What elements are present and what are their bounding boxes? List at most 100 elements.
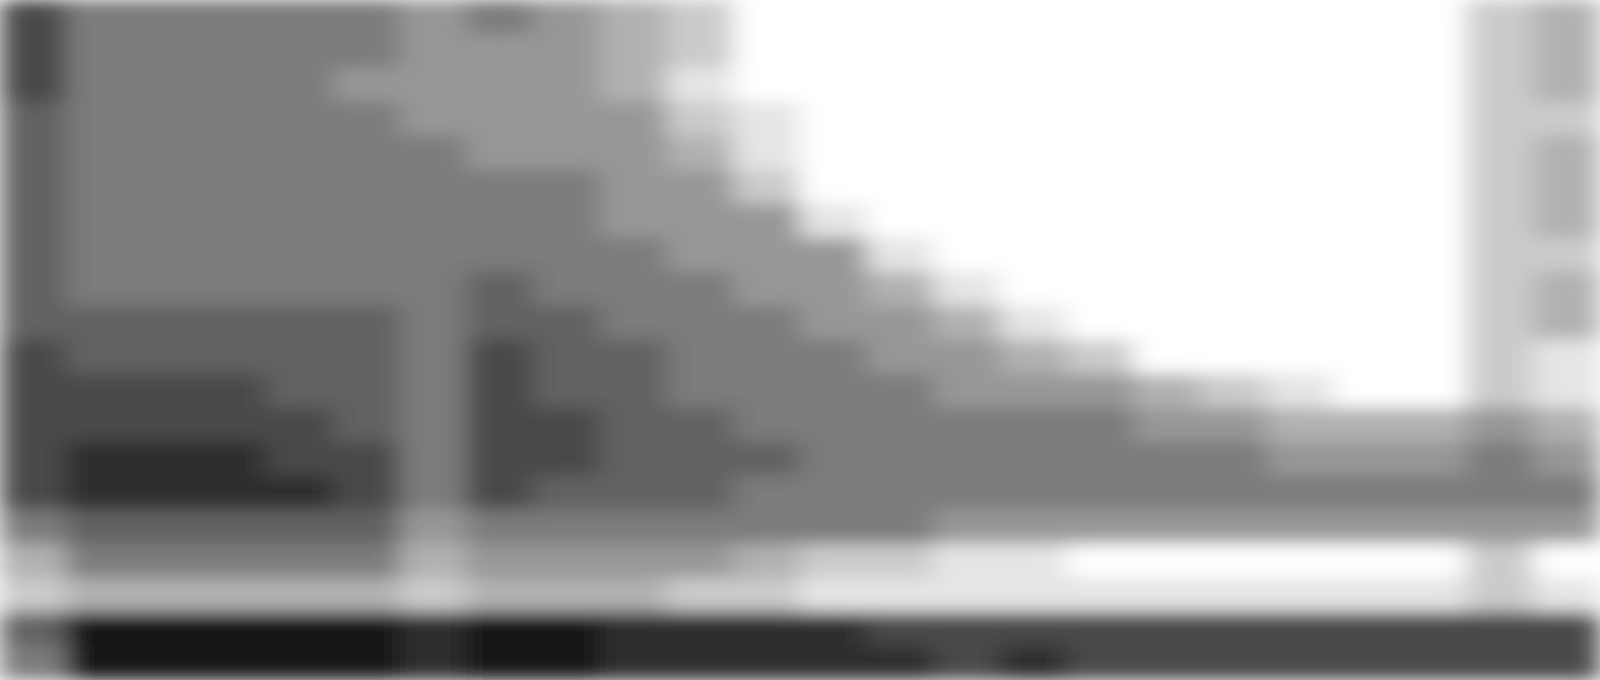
cell	[533, 509, 601, 545]
cell	[1466, 611, 1534, 647]
cell	[266, 475, 334, 511]
cell	[1133, 577, 1201, 612]
cell	[332, 441, 400, 477]
cell	[933, 33, 1001, 69]
cell	[933, 169, 1001, 205]
cell	[0, 101, 68, 137]
cell	[1199, 475, 1267, 511]
cell	[1133, 645, 1201, 680]
cell	[199, 373, 267, 409]
cell	[733, 305, 801, 341]
cell	[1532, 0, 1600, 35]
cell	[466, 271, 534, 307]
cell	[0, 135, 68, 171]
cell	[1266, 203, 1334, 239]
cell	[599, 339, 667, 375]
cell	[599, 305, 667, 341]
cell	[66, 305, 134, 341]
cell	[399, 611, 467, 647]
cell	[1333, 101, 1401, 137]
cell	[933, 67, 1001, 103]
cell	[1532, 441, 1600, 477]
cell	[1199, 0, 1267, 35]
cell	[799, 0, 867, 35]
cell	[132, 373, 200, 409]
cell	[933, 407, 1001, 443]
cell	[1399, 475, 1467, 511]
cell	[999, 339, 1067, 375]
cell	[1133, 169, 1201, 205]
cell	[866, 543, 934, 579]
cell	[332, 237, 400, 273]
cell	[1399, 237, 1467, 273]
cell	[1266, 509, 1334, 545]
cell	[132, 101, 200, 137]
cell	[999, 33, 1067, 69]
cell	[399, 543, 467, 579]
cell	[533, 0, 601, 35]
cell	[1266, 101, 1334, 137]
cell	[399, 509, 467, 545]
cell	[933, 611, 1001, 647]
cell	[0, 0, 68, 35]
cell	[332, 271, 400, 307]
cell	[1399, 101, 1467, 137]
cell	[533, 577, 601, 612]
cell	[132, 169, 200, 205]
cell	[1133, 203, 1201, 239]
cell	[466, 203, 534, 239]
cell	[799, 339, 867, 375]
cell	[533, 237, 601, 273]
cell	[66, 203, 134, 239]
cell	[866, 305, 934, 341]
plot-area	[0, 0, 1600, 680]
cell	[866, 509, 934, 545]
cell	[799, 543, 867, 579]
cell	[1133, 67, 1201, 103]
cell	[1266, 135, 1334, 171]
cell	[999, 407, 1067, 443]
cell	[799, 237, 867, 273]
cell	[399, 373, 467, 409]
cell	[332, 67, 400, 103]
cell	[1399, 0, 1467, 35]
cell	[799, 407, 867, 443]
cell	[1333, 611, 1401, 647]
cell	[266, 0, 334, 35]
cell	[666, 271, 734, 307]
cell	[1466, 509, 1534, 545]
cell	[799, 373, 867, 409]
cell	[1399, 67, 1467, 103]
cell	[999, 611, 1067, 647]
cell	[999, 237, 1067, 273]
cell	[199, 543, 267, 579]
cell	[199, 475, 267, 511]
cell	[1532, 33, 1600, 69]
cell	[599, 135, 667, 171]
cell	[933, 101, 1001, 137]
cell	[1266, 237, 1334, 273]
cell	[1399, 135, 1467, 171]
cell	[0, 373, 68, 409]
cell	[999, 135, 1067, 171]
cell	[399, 339, 467, 375]
cell	[1333, 577, 1401, 612]
cell	[266, 203, 334, 239]
cell	[1199, 237, 1267, 273]
cell	[466, 67, 534, 103]
cell	[1466, 305, 1534, 341]
cell	[1532, 373, 1600, 409]
cell	[799, 271, 867, 307]
cell	[666, 611, 734, 647]
cell	[1199, 305, 1267, 341]
cell	[1466, 101, 1534, 137]
spectrogram	[0, 0, 1600, 680]
cell	[332, 611, 400, 647]
cell	[1532, 407, 1600, 443]
cell	[799, 169, 867, 205]
cell	[999, 543, 1067, 579]
cell	[1266, 0, 1334, 35]
cell	[1133, 0, 1201, 35]
cell	[266, 33, 334, 69]
cell	[933, 475, 1001, 511]
